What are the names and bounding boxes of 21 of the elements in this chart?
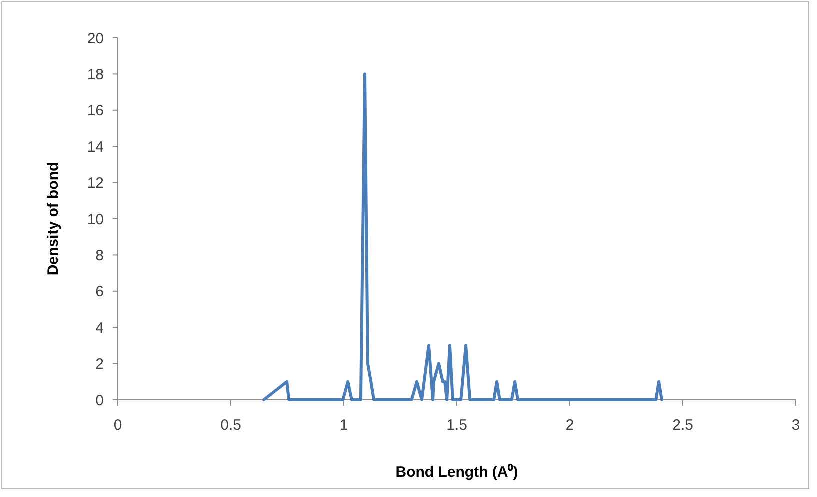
x-tick-label: 0.5 bbox=[220, 417, 242, 434]
x-tick-label: 1.5 bbox=[446, 417, 468, 434]
y-axis-title: Density of bond bbox=[45, 162, 62, 276]
x-tick-label: 1 bbox=[340, 417, 348, 434]
y-tick-label: 18 bbox=[87, 66, 104, 84]
y-tick-label: 10 bbox=[87, 211, 104, 228]
y-tick-label: 8 bbox=[96, 247, 104, 264]
x-axis-title: Bond Length (A⁰) bbox=[396, 463, 518, 481]
y-tick-label: 12 bbox=[87, 175, 104, 192]
x-tick-label: 0 bbox=[114, 417, 122, 434]
line-series bbox=[262, 72, 664, 402]
y-tick-label: 6 bbox=[96, 284, 104, 301]
x-tick-label: 2.5 bbox=[672, 417, 694, 434]
y-tick-label: 16 bbox=[87, 102, 104, 120]
x-tick-label: 3 bbox=[792, 417, 800, 434]
y-tick-label: 14 bbox=[87, 138, 104, 156]
y-tick-label: 0 bbox=[96, 392, 104, 410]
y-tick-label: 2 bbox=[96, 356, 104, 374]
y-tick-label: 20 bbox=[87, 30, 104, 48]
y-tick-label: 4 bbox=[96, 320, 104, 337]
x-tick-label: 2 bbox=[566, 417, 574, 434]
